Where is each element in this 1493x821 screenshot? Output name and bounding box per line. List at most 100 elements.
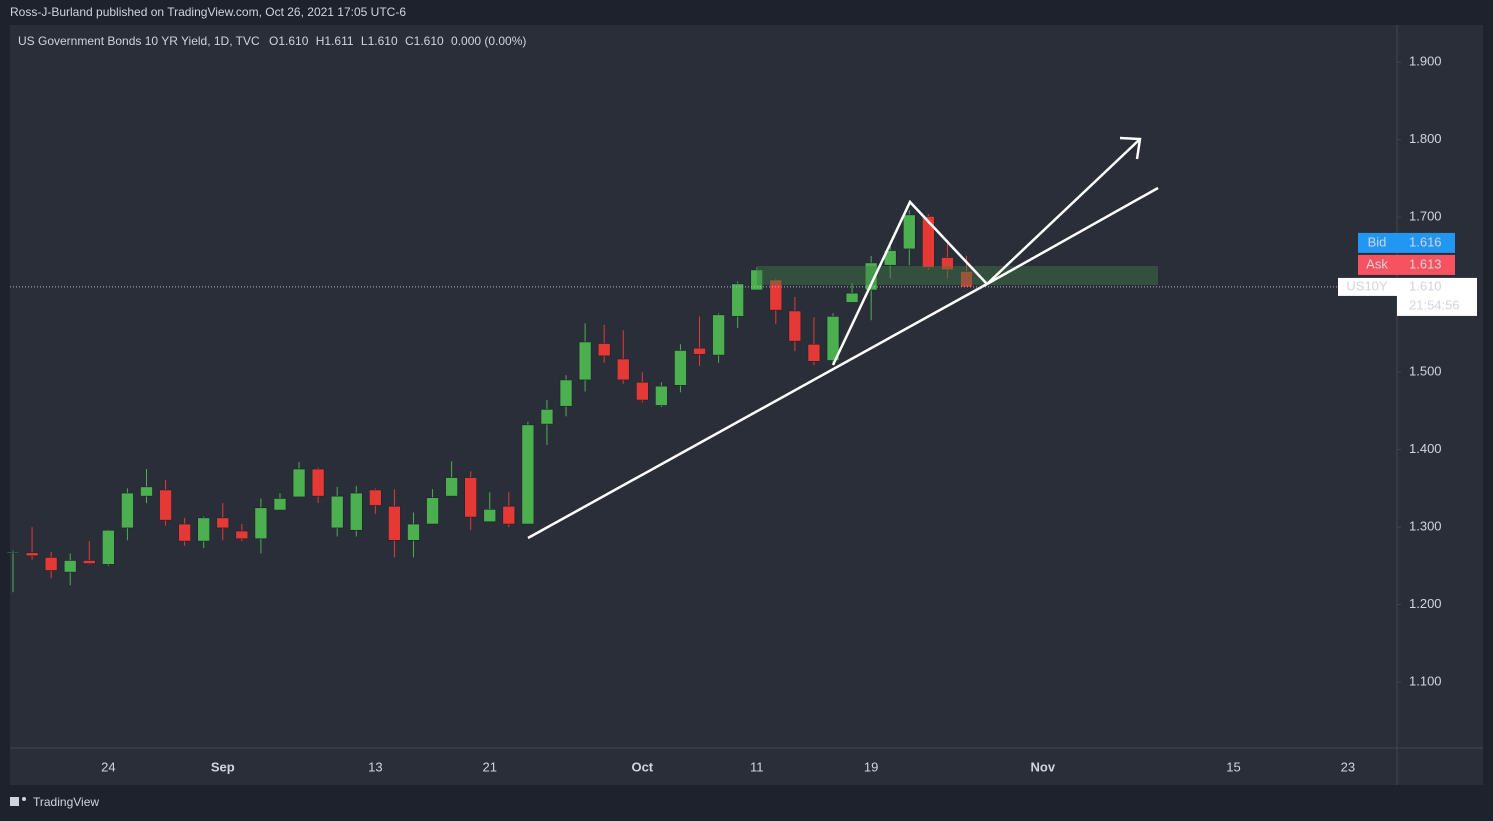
candle-body <box>845 292 859 303</box>
bid-value: 1.616 <box>1409 234 1442 249</box>
candle-body <box>750 269 764 291</box>
projection-line <box>986 186 1159 286</box>
candle-body <box>6 551 20 554</box>
bid-value-box <box>1397 232 1455 253</box>
brand: TradingView <box>10 795 99 809</box>
candle-body <box>292 468 306 498</box>
trendline <box>527 282 988 540</box>
last-symbol-box <box>1338 277 1397 296</box>
candle-body <box>674 350 687 386</box>
x-tick-label: 21 <box>483 759 497 774</box>
publisher-note: Ross-J-Burland published on TradingView.… <box>10 5 406 19</box>
candle-body <box>788 310 802 342</box>
candle-body <box>559 379 573 407</box>
last-price-box <box>1397 277 1477 316</box>
candle-body <box>864 262 878 291</box>
ohlc-value: 1.610 <box>368 34 398 48</box>
ohlc-key: H <box>316 34 325 48</box>
y-tick-label: 1.300 <box>1409 519 1442 534</box>
ask-label: Ask <box>1366 256 1388 271</box>
ohlc-key: C <box>405 34 414 48</box>
x-tick-label: 13 <box>368 759 382 774</box>
plot <box>6 210 973 593</box>
candle-body <box>330 495 344 529</box>
x-tick-label: 19 <box>864 759 878 774</box>
candle-body <box>807 343 821 362</box>
ohlc-value: 1.610 <box>278 34 308 48</box>
ask-value-box <box>1397 254 1455 275</box>
ohlc-value: 1.610 <box>414 34 444 48</box>
candle-body <box>197 517 210 542</box>
candle-body <box>407 523 420 541</box>
last-symbol: US10Y <box>1346 278 1388 293</box>
brand-name: TradingView <box>33 795 99 809</box>
y-tick-label: 1.800 <box>1409 131 1442 146</box>
candle-body <box>44 557 58 571</box>
brand-icon <box>22 797 26 801</box>
ohlc-key: L <box>361 34 368 48</box>
candle-body <box>578 341 592 381</box>
candle-body <box>426 497 439 525</box>
symbol-title: US Government Bonds 10 YR Yield, 1D, TVC <box>18 34 260 48</box>
last-price: 1.610 <box>1409 278 1442 293</box>
candle-body <box>731 283 744 317</box>
candle-body <box>636 381 649 401</box>
candle-body <box>483 509 497 523</box>
ohlc-value: 1.611 <box>324 34 353 48</box>
candle-body <box>769 279 783 311</box>
x-tick-label: Nov <box>1030 759 1055 774</box>
arrow-head <box>1119 136 1142 160</box>
candle-body <box>273 498 287 511</box>
candle-body <box>63 560 77 573</box>
bid-label: Bid <box>1368 234 1387 249</box>
candle-body <box>902 214 916 250</box>
candle-body <box>960 271 973 288</box>
candle-body <box>102 529 115 565</box>
y-tick-label: 1.900 <box>1409 54 1442 69</box>
candle-body <box>369 489 382 506</box>
candle-body <box>521 424 535 525</box>
candle-body <box>140 486 153 497</box>
candle-body <box>25 552 39 557</box>
candle-body <box>464 477 477 518</box>
candle-body <box>597 343 611 357</box>
countdown: 21:54:56 <box>1409 297 1460 312</box>
candle-body <box>445 477 458 497</box>
candle-body <box>254 507 268 540</box>
candle-body <box>616 358 630 381</box>
y-tick-label: 1.400 <box>1409 441 1442 456</box>
arrow <box>986 139 1140 285</box>
y-tick-label: 1.700 <box>1409 209 1442 224</box>
x-tick-label: 15 <box>1226 759 1240 774</box>
chart-pane <box>10 25 1483 785</box>
candle-body <box>826 316 840 361</box>
y-tick-label: 1.200 <box>1409 596 1442 611</box>
x-tick-label: 24 <box>101 759 115 774</box>
candle-body <box>502 505 516 525</box>
bid-label-box <box>1358 232 1397 253</box>
candle-body <box>216 517 230 529</box>
candle-body <box>540 409 554 425</box>
change: 0.000 (0.00%) <box>451 34 526 48</box>
y-tick-label: 1.500 <box>1409 364 1442 379</box>
legend: US Government Bonds 10 YR Yield, 1D, TVC… <box>18 34 526 48</box>
y-tick-label: 1.100 <box>1409 674 1442 689</box>
candle-body <box>82 560 96 564</box>
candle-body <box>178 523 191 542</box>
candle-body <box>349 492 363 531</box>
candle-body <box>311 468 325 497</box>
x-tick-label: Oct <box>631 759 653 774</box>
support-zone <box>757 266 1158 285</box>
candle-body <box>121 492 134 529</box>
ohlc-key: O <box>269 34 278 48</box>
candle-body <box>388 505 401 541</box>
candle-body <box>693 347 706 355</box>
pattern-line <box>831 199 988 366</box>
candle-body <box>235 530 249 540</box>
x-tick-label: 23 <box>1341 759 1355 774</box>
candle-body <box>712 314 725 356</box>
x-tick-label: 11 <box>750 759 764 774</box>
x-tick-label: Sep <box>211 759 235 774</box>
